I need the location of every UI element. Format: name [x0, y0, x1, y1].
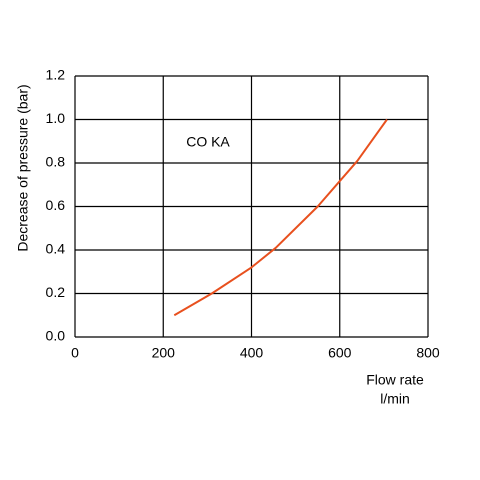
y-tick-label: 0.8	[46, 154, 66, 170]
x-axis-unit: l/min	[380, 391, 410, 407]
annotation: CO KA	[186, 134, 230, 150]
y-tick-label: 1.0	[46, 110, 66, 126]
x-tick-label: 0	[71, 345, 79, 361]
x-tick-label: 800	[416, 345, 440, 361]
x-tick-label: 400	[240, 345, 264, 361]
x-tick-label: 600	[328, 345, 352, 361]
y-tick-label: 1.2	[46, 67, 66, 83]
x-axis-label: Flow rate	[366, 372, 424, 388]
y-tick-label: 0.4	[46, 241, 66, 257]
y-tick-label: 0.6	[46, 197, 66, 213]
x-tick-label: 200	[152, 345, 176, 361]
data-line	[173, 118, 388, 317]
y-tick-label: 0.2	[46, 284, 66, 300]
y-axis-label: Decrease of pressure (bar)	[15, 84, 31, 251]
y-tick-label: 0.0	[46, 328, 66, 344]
